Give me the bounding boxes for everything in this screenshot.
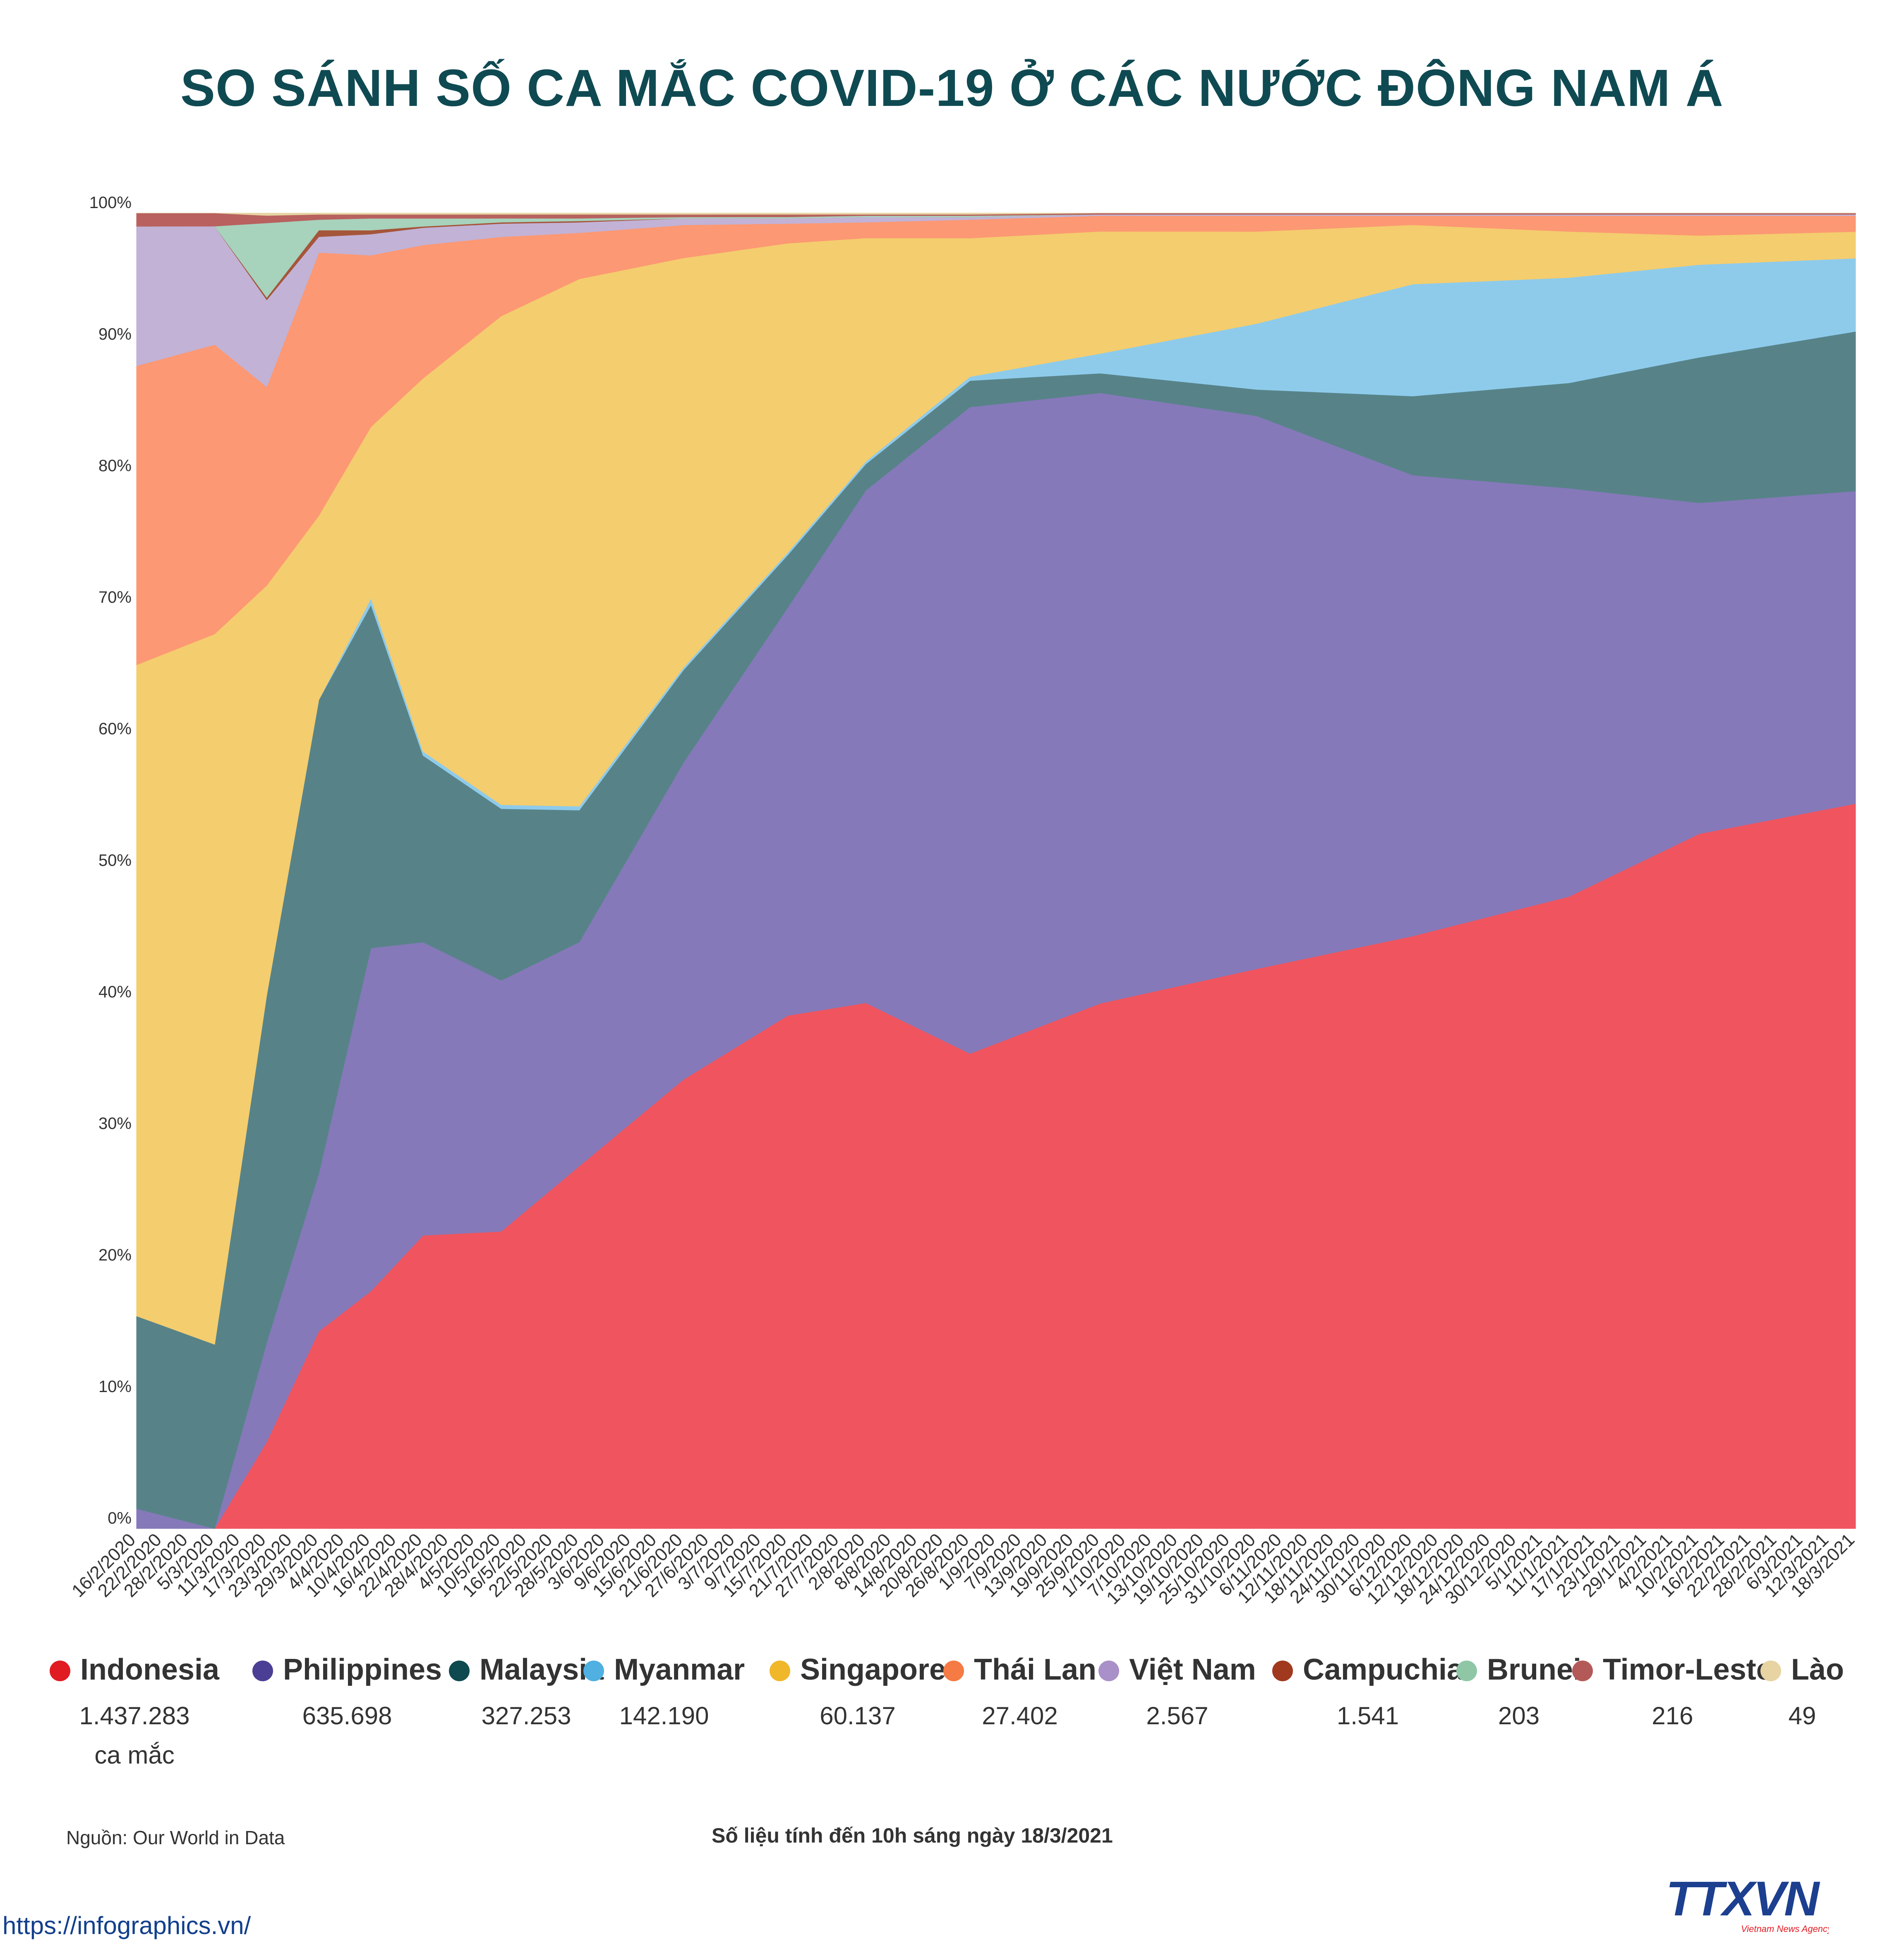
legend-label: Brunei [1456, 1653, 1581, 1687]
legend-item: Myanmar 142.190 [583, 1653, 745, 1730]
source-text: Nguồn: Our World in Data [66, 1827, 285, 1848]
legend-label: Philippines [252, 1653, 442, 1687]
legend-name: Myanmar [614, 1653, 745, 1686]
legend-name: Timor-Leste [1603, 1653, 1773, 1686]
legend-value: 327.253 [481, 1702, 571, 1730]
legend-name: Việt Nam [1129, 1653, 1256, 1686]
legend-dot-icon [1456, 1661, 1477, 1681]
area-lào [137, 213, 1856, 216]
y-tick-label: 80% [98, 457, 132, 475]
legend-item: Lào 49 [1760, 1653, 1844, 1730]
legend-value: 203 [1498, 1702, 1540, 1730]
legend-dot-icon [770, 1661, 790, 1681]
legend-value: 2.567 [1146, 1702, 1209, 1730]
legend-value: 49 [1788, 1702, 1816, 1730]
legend-dot-icon [449, 1661, 470, 1681]
y-tick-label: 40% [98, 983, 132, 1001]
legend-value: 27.402 [982, 1702, 1058, 1730]
legend-label: Myanmar [583, 1653, 745, 1687]
legend-label: Thái Lan [943, 1653, 1096, 1687]
legend-item: Campuchia 1.541 [1272, 1653, 1463, 1730]
legend-item: Việt Nam 2.567 [1098, 1653, 1256, 1730]
svg-text:TTXVN: TTXVN [1666, 1874, 1821, 1926]
legend-value: 1.437.283 [79, 1702, 190, 1730]
legend-label: Indonesia [50, 1653, 219, 1687]
legend-dot-icon [1272, 1661, 1293, 1681]
legend-item: Malaysia 327.253 [449, 1653, 604, 1730]
legend-dot-icon [252, 1661, 273, 1681]
legend-name: Campuchia [1303, 1653, 1464, 1686]
legend-value: 216 [1652, 1702, 1693, 1730]
legend-unit: ca mắc [94, 1741, 175, 1769]
chart-title: SO SÁNH SỐ CA MẮC COVID-19 Ở CÁC NƯỚC ĐÔ… [180, 59, 1724, 117]
legend-item: Indonesia 1.437.283 ca mắc [50, 1653, 219, 1769]
legend-name: Philippines [283, 1653, 442, 1686]
legend-name: Brunei [1487, 1653, 1582, 1686]
data-note: Số liệu tính đến 10h sáng ngày 18/3/2021 [712, 1824, 1113, 1847]
legend-label: Lào [1760, 1653, 1844, 1687]
legend-label: Malaysia [449, 1653, 604, 1687]
legend: Indonesia 1.437.283 ca mắc Philippines 635.6… [41, 1653, 1870, 1826]
y-tick-label: 100% [89, 194, 132, 212]
y-tick-label: 70% [98, 588, 132, 606]
y-tick-label: 10% [98, 1378, 132, 1396]
legend-dot-icon [583, 1661, 604, 1681]
legend-name: Lào [1791, 1653, 1844, 1686]
svg-text:Vietnam News Agency: Vietnam News Agency [1741, 1924, 1829, 1934]
legend-dot-icon [50, 1661, 70, 1681]
legend-item: Timor-Leste 216 [1572, 1653, 1773, 1730]
legend-value: 60.137 [820, 1702, 896, 1730]
y-tick-label: 50% [98, 851, 132, 870]
legend-item: Singapore 60.137 [770, 1653, 946, 1730]
y-tick-label: 60% [98, 720, 132, 738]
legend-item: Brunei 203 [1456, 1653, 1581, 1730]
legend-label: Singapore [770, 1653, 946, 1687]
y-tick-label: 30% [98, 1114, 132, 1133]
y-tick-label: 0% [108, 1509, 132, 1527]
legend-label: Việt Nam [1098, 1653, 1256, 1687]
legend-dot-icon [1572, 1661, 1593, 1681]
legend-dot-icon [1760, 1661, 1781, 1681]
legend-label: Campuchia [1272, 1653, 1463, 1687]
legend-item: Thái Lan 27.402 [943, 1653, 1096, 1730]
legend-name: Thái Lan [974, 1653, 1097, 1686]
legend-dot-icon [943, 1661, 964, 1681]
legend-value: 142.190 [619, 1702, 709, 1730]
y-tick-label: 90% [98, 325, 132, 343]
legend-item: Philippines 635.698 [252, 1653, 442, 1730]
legend-name: Malaysia [480, 1653, 604, 1686]
legend-value: 635.698 [302, 1702, 392, 1730]
legend-name: Singapore [800, 1653, 946, 1686]
website-url[interactable]: https://infographics.vn/ [2, 1912, 251, 1939]
y-tick-label: 20% [98, 1246, 132, 1264]
legend-value: 1.541 [1336, 1702, 1399, 1730]
stacked-area-chart: 0%10%20%30%40%50%60%70%80%90%100%16/2/20… [68, 194, 1858, 1608]
legend-name: Indonesia [80, 1653, 220, 1686]
legend-label: Timor-Leste [1572, 1653, 1773, 1687]
legend-dot-icon [1098, 1661, 1119, 1681]
ttxvn-logo: TTXVN Vietnam News Agency [1666, 1874, 1829, 1934]
